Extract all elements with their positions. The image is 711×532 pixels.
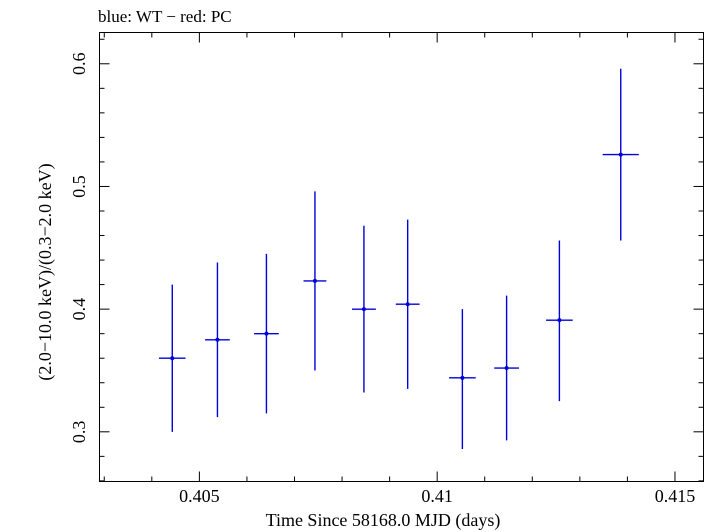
axis-ticks: [99, 32, 704, 482]
point-marker: [504, 366, 509, 371]
point-marker: [170, 356, 175, 361]
data-point: [205, 262, 230, 418]
point-marker: [405, 302, 410, 307]
tick-labels: 0.405 0.41 0.415 0.3 0.4 0.5 0.6: [69, 53, 695, 506]
point-marker: [460, 375, 465, 380]
data-point: [494, 295, 519, 441]
data-point: [303, 191, 327, 371]
data-point: [602, 68, 639, 241]
point-marker: [264, 331, 269, 336]
data-point: [254, 253, 279, 414]
point-marker: [215, 337, 220, 342]
data-point: [395, 219, 420, 389]
y-tick-label: 0.5: [69, 175, 89, 198]
point-marker: [361, 307, 366, 312]
data-marks: [158, 68, 639, 449]
x-axis-label: Time Since 58168.0 MJD (days): [266, 510, 501, 531]
y-axis-label: (2.0−10.0 keV)/(0.3−2.0 keV): [35, 163, 56, 380]
y-tick-label: 0.4: [69, 298, 89, 321]
data-point: [449, 309, 476, 449]
point-marker: [618, 152, 623, 157]
plot-frame: [99, 32, 704, 482]
y-tick-label: 0.3: [69, 421, 89, 444]
data-point: [352, 225, 376, 393]
data-point: [158, 284, 186, 432]
point-marker: [312, 278, 317, 283]
y-tick-label: 0.6: [69, 53, 89, 76]
x-tick-label: 0.415: [655, 486, 696, 506]
chart-title: blue: WT − red: PC: [98, 7, 232, 26]
x-tick-label: 0.41: [421, 486, 453, 506]
point-marker: [557, 318, 562, 323]
data-point: [546, 240, 573, 402]
x-tick-label: 0.405: [179, 486, 220, 506]
